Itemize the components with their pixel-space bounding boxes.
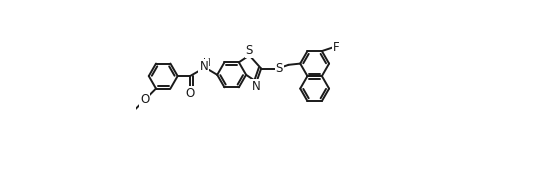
Text: N: N — [252, 80, 261, 93]
Text: S: S — [276, 62, 283, 75]
Text: S: S — [246, 44, 253, 57]
Text: N: N — [199, 60, 208, 73]
Text: F: F — [333, 41, 340, 54]
Text: O: O — [140, 93, 149, 106]
Text: H: H — [203, 58, 211, 68]
Text: O: O — [185, 87, 195, 100]
